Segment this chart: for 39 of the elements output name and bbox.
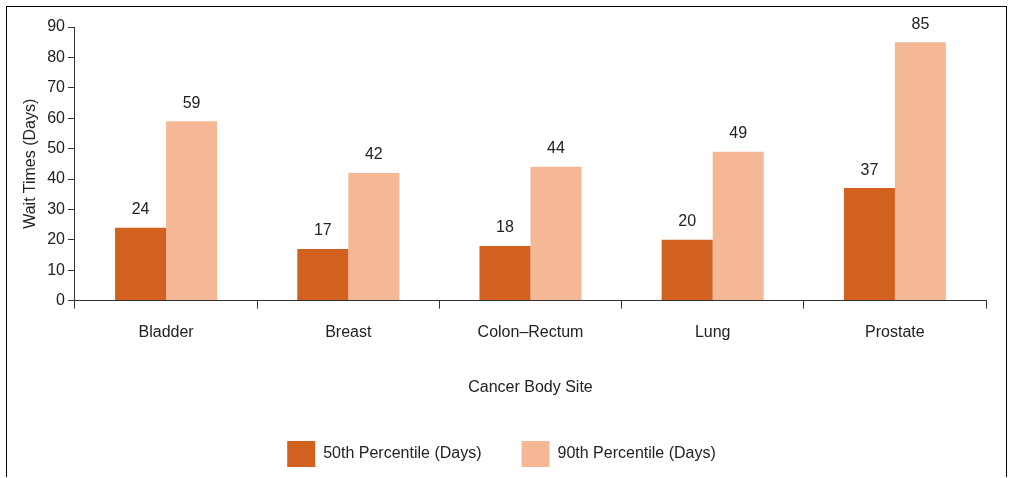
y-tick-label: 10 [47, 260, 66, 278]
data-label: 59 [182, 93, 201, 111]
y-axis-title: Wait Times (Days) [21, 98, 39, 229]
x-tick-label: Colon–Rectum [477, 322, 584, 340]
bar [297, 248, 349, 301]
y-tick-label: 60 [47, 108, 66, 126]
bar [661, 239, 713, 301]
y-tick-label: 30 [47, 199, 66, 217]
y-tick-label: 0 [56, 291, 66, 309]
data-label: 24 [131, 200, 150, 218]
bar [843, 188, 895, 301]
y-tick-label: 50 [47, 139, 66, 157]
data-label: 17 [313, 221, 332, 239]
y-tick-label: 40 [47, 169, 66, 187]
y-tick-label: 90 [47, 17, 66, 35]
x-tick-label: Bladder [138, 322, 195, 340]
bar [348, 172, 400, 301]
bar [115, 227, 167, 301]
y-tick-label: 70 [47, 78, 66, 96]
bar [712, 151, 764, 301]
bar [479, 245, 531, 301]
x-tick-label: Lung [694, 322, 731, 340]
data-label: 49 [729, 124, 748, 142]
bar [166, 121, 218, 301]
bar [894, 42, 946, 301]
data-label: 85 [911, 14, 930, 32]
data-label: 20 [678, 212, 697, 230]
data-label: 37 [860, 160, 879, 178]
data-label: 44 [547, 139, 566, 157]
data-label: 42 [364, 145, 383, 163]
x-tick-label: Prostate [865, 322, 925, 340]
x-tick-label: Breast [325, 322, 372, 340]
bar [530, 166, 582, 301]
y-tick-label: 20 [47, 230, 66, 248]
data-label: 18 [496, 218, 514, 236]
legend-label: 50th Percentile (Days) [323, 444, 482, 462]
y-tick-label: 80 [47, 47, 66, 65]
legend-label: 90th Percentile (Days) [557, 444, 716, 462]
x-axis-title: Cancer Body Site [468, 377, 593, 395]
